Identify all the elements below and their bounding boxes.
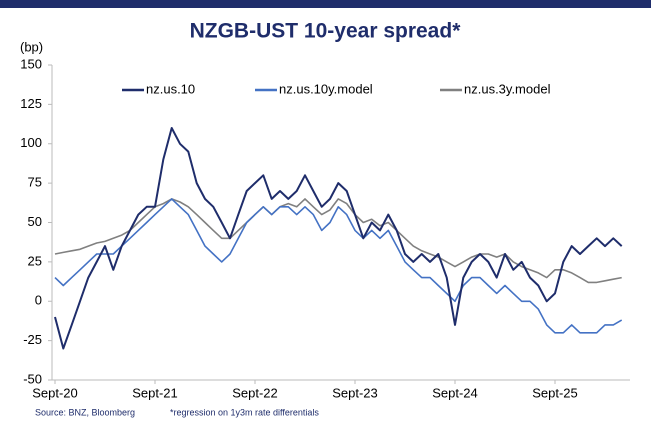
legend-label: nz.us.10 xyxy=(146,81,195,96)
legend-label: nz.us.10y.model xyxy=(279,81,373,96)
y-tick-label: 25 xyxy=(28,253,42,268)
series-line xyxy=(54,198,623,334)
y-tick-label: 125 xyxy=(20,96,42,111)
x-tick-label: Sept-25 xyxy=(532,385,578,400)
x-tick-label: Sept-22 xyxy=(232,385,278,400)
y-tick-label: 0 xyxy=(35,293,42,308)
y-tick-label: 100 xyxy=(20,135,42,150)
series-line xyxy=(54,127,623,350)
x-tick-label: Sept-21 xyxy=(132,385,178,400)
y-tick-label: 150 xyxy=(20,56,42,71)
footnote: *regression on 1y3m rate differentials xyxy=(170,407,319,417)
x-tick-label: Sept-20 xyxy=(32,385,78,400)
header-strip xyxy=(0,0,651,8)
y-axis-label: (bp) xyxy=(20,39,43,54)
chart-title: NZGB-UST 10-year spread* xyxy=(190,20,462,43)
x-tick-label: Sept-23 xyxy=(332,385,378,400)
x-tick-label: Sept-24 xyxy=(432,385,478,400)
series-line xyxy=(54,198,622,284)
source-note: Source: BNZ, Bloomberg xyxy=(35,407,135,417)
y-tick-label: -50 xyxy=(23,371,42,386)
legend-label: nz.us.3y.model xyxy=(464,81,551,96)
y-tick-label: 50 xyxy=(28,214,42,229)
y-tick-label: 75 xyxy=(28,175,42,190)
y-tick-label: -25 xyxy=(23,332,42,347)
